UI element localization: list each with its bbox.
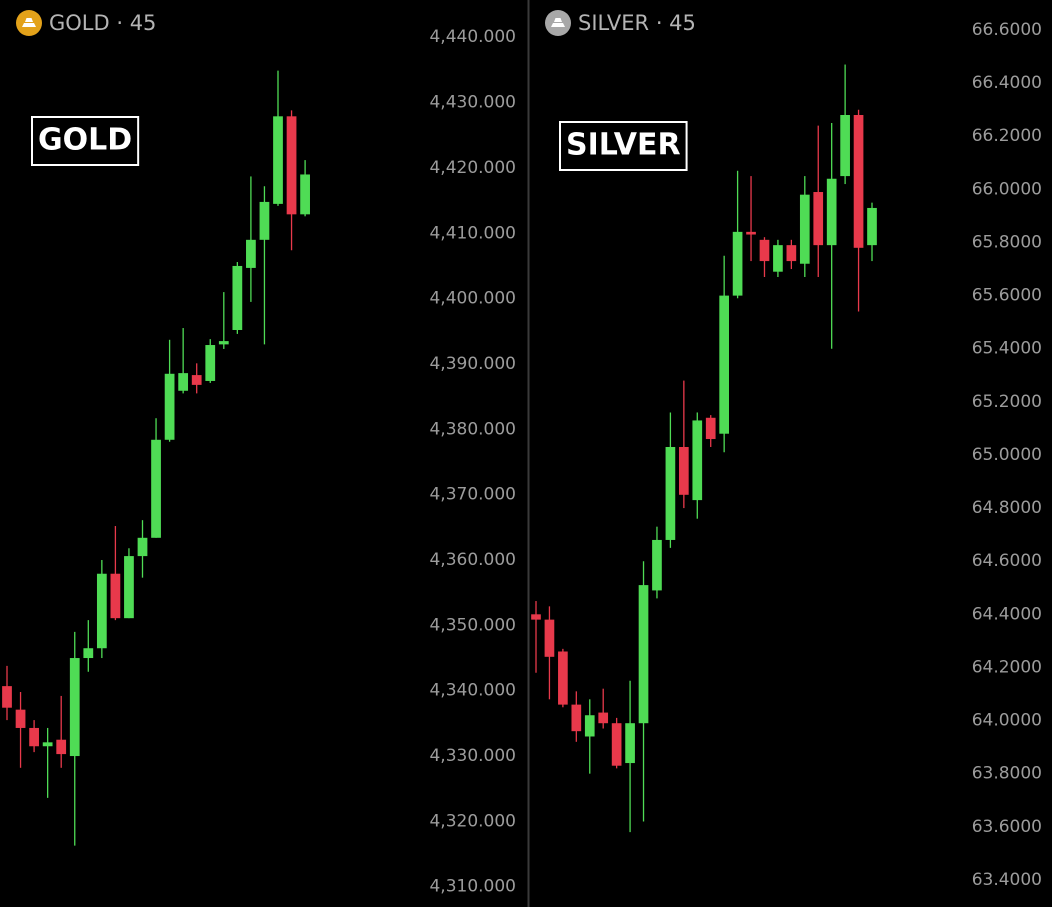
candle-body: [29, 727, 39, 747]
candle-body: [558, 651, 568, 705]
candle-body: [786, 245, 797, 262]
candle-body: [246, 239, 256, 268]
candle-body: [799, 194, 810, 264]
candle-body: [544, 619, 555, 657]
y-tick-label: 4,430.000: [429, 93, 516, 113]
y-tick-label: 64.6000: [972, 551, 1042, 571]
candle-body: [15, 709, 26, 728]
candle-body: [531, 614, 541, 620]
y-tick-label: 65.2000: [972, 392, 1042, 412]
candle-body: [759, 239, 770, 262]
candle-body: [732, 231, 743, 296]
candle-body: [205, 345, 216, 381]
y-tick-label: 64.8000: [972, 498, 1042, 518]
candle-body: [191, 375, 202, 385]
candle-body: [69, 658, 80, 757]
y-tick-label: 4,390.000: [429, 354, 516, 374]
candle-body: [218, 341, 229, 345]
candle-body: [178, 373, 189, 391]
y-tick-label: 4,350.000: [429, 615, 516, 635]
y-tick-label: 64.4000: [972, 604, 1042, 624]
y-tick-label: 63.8000: [972, 764, 1042, 784]
y-tick-label: 65.6000: [972, 286, 1042, 306]
annotation-box: [31, 116, 140, 166]
candle-body: [137, 537, 148, 557]
candle-body: [300, 174, 310, 215]
candle-body: [96, 573, 107, 649]
y-tick-label: 4,400.000: [429, 289, 516, 309]
candle-body: [124, 556, 134, 619]
candle-body: [692, 420, 703, 501]
candle-body: [56, 739, 67, 755]
y-tick-label: 64.2000: [972, 657, 1042, 677]
y-tick-label: 4,380.000: [429, 419, 516, 439]
candle-body: [652, 539, 662, 591]
candle-body: [853, 115, 864, 248]
candle-body: [665, 446, 676, 540]
y-tick-label: 66.0000: [972, 179, 1042, 199]
annotation-box: [559, 121, 688, 171]
candle-body: [164, 373, 175, 440]
candle-body: [83, 648, 94, 659]
candle-body: [151, 439, 161, 538]
annotation-label: GOLD: [38, 123, 132, 158]
candle-body: [638, 585, 649, 724]
candle-body: [773, 245, 783, 272]
candle-body: [625, 723, 635, 764]
y-tick-label: 4,360.000: [429, 550, 516, 570]
candle-body: [571, 704, 582, 732]
candle-body: [826, 178, 837, 246]
candle-body: [42, 742, 53, 747]
candle-body: [598, 712, 609, 724]
y-tick-label: 4,320.000: [429, 811, 516, 831]
candle-body: [259, 201, 270, 240]
candle-body: [867, 207, 877, 246]
y-tick-label: 65.4000: [972, 339, 1042, 359]
candle-body: [705, 417, 716, 440]
candle-body: [110, 573, 121, 619]
annotation-label: SILVER: [566, 128, 681, 163]
y-tick-label: 4,420.000: [429, 158, 516, 178]
y-tick-label: 4,440.000: [429, 27, 516, 47]
candle-body: [2, 686, 12, 708]
y-tick-label: 64.0000: [972, 711, 1042, 731]
y-tick-label: 4,310.000: [429, 877, 516, 897]
y-tick-label: 63.4000: [972, 870, 1042, 890]
y-tick-label: 4,340.000: [429, 681, 516, 701]
candle-body: [286, 116, 297, 215]
y-tick-label: 65.0000: [972, 445, 1042, 465]
y-tick-label: 66.6000: [972, 20, 1042, 40]
candle-body: [840, 115, 850, 177]
symbol-title: GOLD · 45: [49, 11, 156, 35]
candle-body: [746, 231, 756, 235]
y-tick-label: 65.8000: [972, 232, 1042, 252]
symbol-icon-glyph: [551, 18, 565, 27]
y-tick-label: 4,330.000: [429, 746, 516, 766]
y-tick-label: 4,410.000: [429, 223, 516, 243]
candle-body: [813, 192, 824, 246]
candle-body: [679, 446, 689, 495]
y-tick-label: 4,370.000: [429, 485, 516, 505]
symbol-icon-glyph: [22, 18, 36, 27]
y-tick-label: 63.6000: [972, 817, 1042, 837]
candle-body: [273, 116, 283, 204]
y-tick-label: 66.4000: [972, 73, 1042, 93]
symbol-title: SILVER · 45: [578, 11, 696, 35]
candle-body: [611, 723, 622, 766]
candle-body: [584, 715, 595, 737]
candle-body: [232, 265, 243, 330]
y-tick-label: 66.2000: [972, 126, 1042, 146]
candle-body: [719, 295, 729, 434]
